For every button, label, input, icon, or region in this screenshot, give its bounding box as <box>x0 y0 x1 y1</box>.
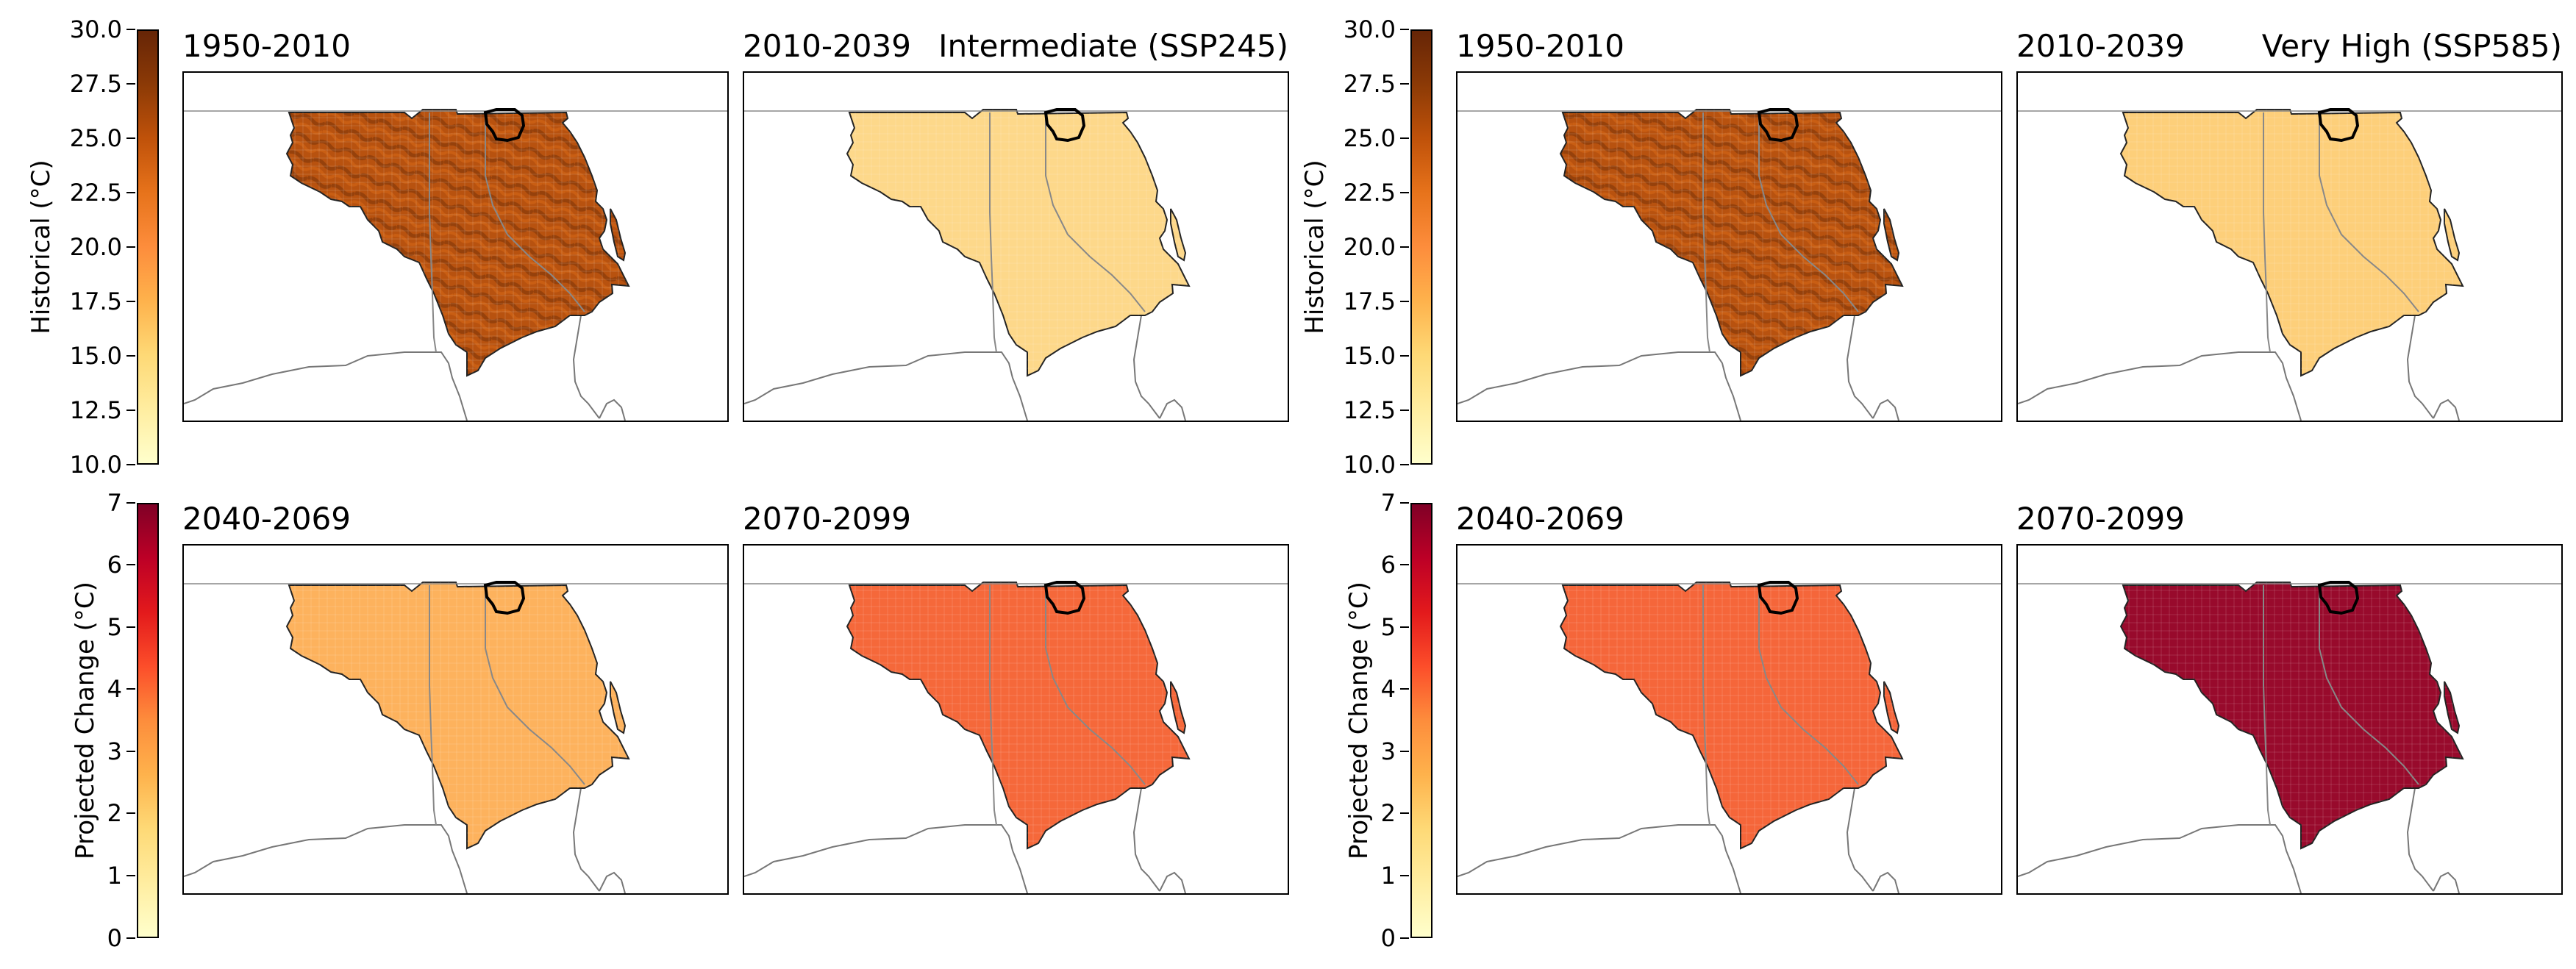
tick: 22.5 <box>49 181 122 204</box>
map-panel <box>1456 71 2002 422</box>
tick: 12.5 <box>1322 398 1396 422</box>
tick: 20.0 <box>49 235 122 259</box>
tick: 15.0 <box>49 344 122 368</box>
study-region-arm <box>2444 682 2459 733</box>
state-boundary <box>2408 315 2433 418</box>
panel-title: 2040-2069 <box>1456 504 1624 534</box>
map-svg <box>184 546 727 893</box>
tick: 30.0 <box>49 18 122 41</box>
map-svg <box>184 73 727 421</box>
state-boundary <box>1134 315 1160 418</box>
colorbar-historical-1 <box>137 29 159 465</box>
tick: 22.5 <box>1322 181 1396 204</box>
state-boundary <box>744 352 1027 421</box>
state-boundary <box>599 400 625 421</box>
map-panel <box>743 71 1289 422</box>
colorbar-change-2-label: Projected Change (°C) <box>1344 582 1374 859</box>
state-boundary <box>2408 788 2433 891</box>
map-svg <box>744 546 1288 893</box>
tick: 12.5 <box>49 398 122 422</box>
state-boundary <box>1458 825 1741 893</box>
tick: 0 <box>1322 926 1396 950</box>
study-region-arm <box>1171 682 1185 733</box>
tick: 25.0 <box>49 126 122 150</box>
panel-title: 2070-2099 <box>743 504 911 534</box>
map-svg <box>744 73 1288 421</box>
map-panel <box>182 71 729 422</box>
state-boundary <box>1134 788 1160 891</box>
map-panel <box>1456 544 2002 895</box>
panel-title: 1950-2010 <box>1456 31 1624 62</box>
tick: 0 <box>49 926 122 950</box>
climate-figure: 30.0 27.5 25.0 22.5 20.0 17.5 15.0 12.5 … <box>0 0 2576 969</box>
study-region-arm <box>610 682 625 733</box>
study-region-arm <box>610 209 625 260</box>
map-svg <box>2018 73 2561 421</box>
state-boundary <box>574 315 599 418</box>
state-boundary <box>1873 873 1899 893</box>
state-boundary <box>1160 873 1185 893</box>
state-boundary <box>184 352 467 421</box>
state-boundary <box>1847 315 1873 418</box>
tick: 17.5 <box>1322 290 1396 313</box>
tick: 27.5 <box>49 72 122 96</box>
study-region-arm <box>2444 209 2459 260</box>
panel-title: 2010-2039 <box>743 31 911 62</box>
map-svg <box>2018 546 2561 893</box>
tick: 17.5 <box>49 290 122 313</box>
tick: 7 <box>1322 491 1396 515</box>
state-boundary <box>2018 825 2301 893</box>
state-boundary <box>574 788 599 891</box>
map-panel <box>182 544 729 895</box>
colorbar-change-1 <box>137 503 159 938</box>
map-panel <box>2016 71 2563 422</box>
map-svg <box>1458 73 2001 421</box>
tick: 6 <box>49 553 122 576</box>
panel-title: 2070-2099 <box>2016 504 2185 534</box>
map-svg <box>1458 546 2001 893</box>
state-boundary <box>1873 400 1899 421</box>
colorbar-historical-2-label: Historical (°C) <box>1300 160 1330 334</box>
colorbar-historical-1-label: Historical (°C) <box>26 160 56 334</box>
state-boundary <box>1160 400 1185 421</box>
study-region-arm <box>1171 209 1185 260</box>
tick: 25.0 <box>1322 126 1396 150</box>
scenario-title: Very High (SSP585) <box>2193 31 2562 62</box>
state-boundary <box>744 825 1027 893</box>
state-boundary <box>599 873 625 893</box>
tick: 10.0 <box>49 453 122 476</box>
state-boundary <box>2433 400 2459 421</box>
tick: 6 <box>1322 553 1396 576</box>
colorbar-change-1-label: Projected Change (°C) <box>71 582 100 859</box>
map-panel <box>2016 544 2563 895</box>
tick: 1 <box>49 864 122 887</box>
tick: 10.0 <box>1322 453 1396 476</box>
tick: 20.0 <box>1322 235 1396 259</box>
panel-title: 1950-2010 <box>182 31 351 62</box>
colorbar-historical-2 <box>1410 29 1433 465</box>
state-boundary <box>2018 352 2301 421</box>
tick: 15.0 <box>1322 344 1396 368</box>
panel-title: 2040-2069 <box>182 504 351 534</box>
study-region-arm <box>1884 209 1899 260</box>
colorbar-change-2 <box>1410 503 1433 938</box>
tick: 27.5 <box>1322 72 1396 96</box>
state-boundary <box>184 825 467 893</box>
state-boundary <box>1458 352 1741 421</box>
map-panel <box>743 544 1289 895</box>
tick: 30.0 <box>1322 18 1396 41</box>
state-boundary <box>1847 788 1873 891</box>
tick: 7 <box>49 491 122 515</box>
state-boundary <box>2433 873 2459 893</box>
study-region-arm <box>1884 682 1899 733</box>
tick: 1 <box>1322 864 1396 887</box>
scenario-title: Intermediate (SSP245) <box>919 31 1288 62</box>
panel-title: 2010-2039 <box>2016 31 2185 62</box>
